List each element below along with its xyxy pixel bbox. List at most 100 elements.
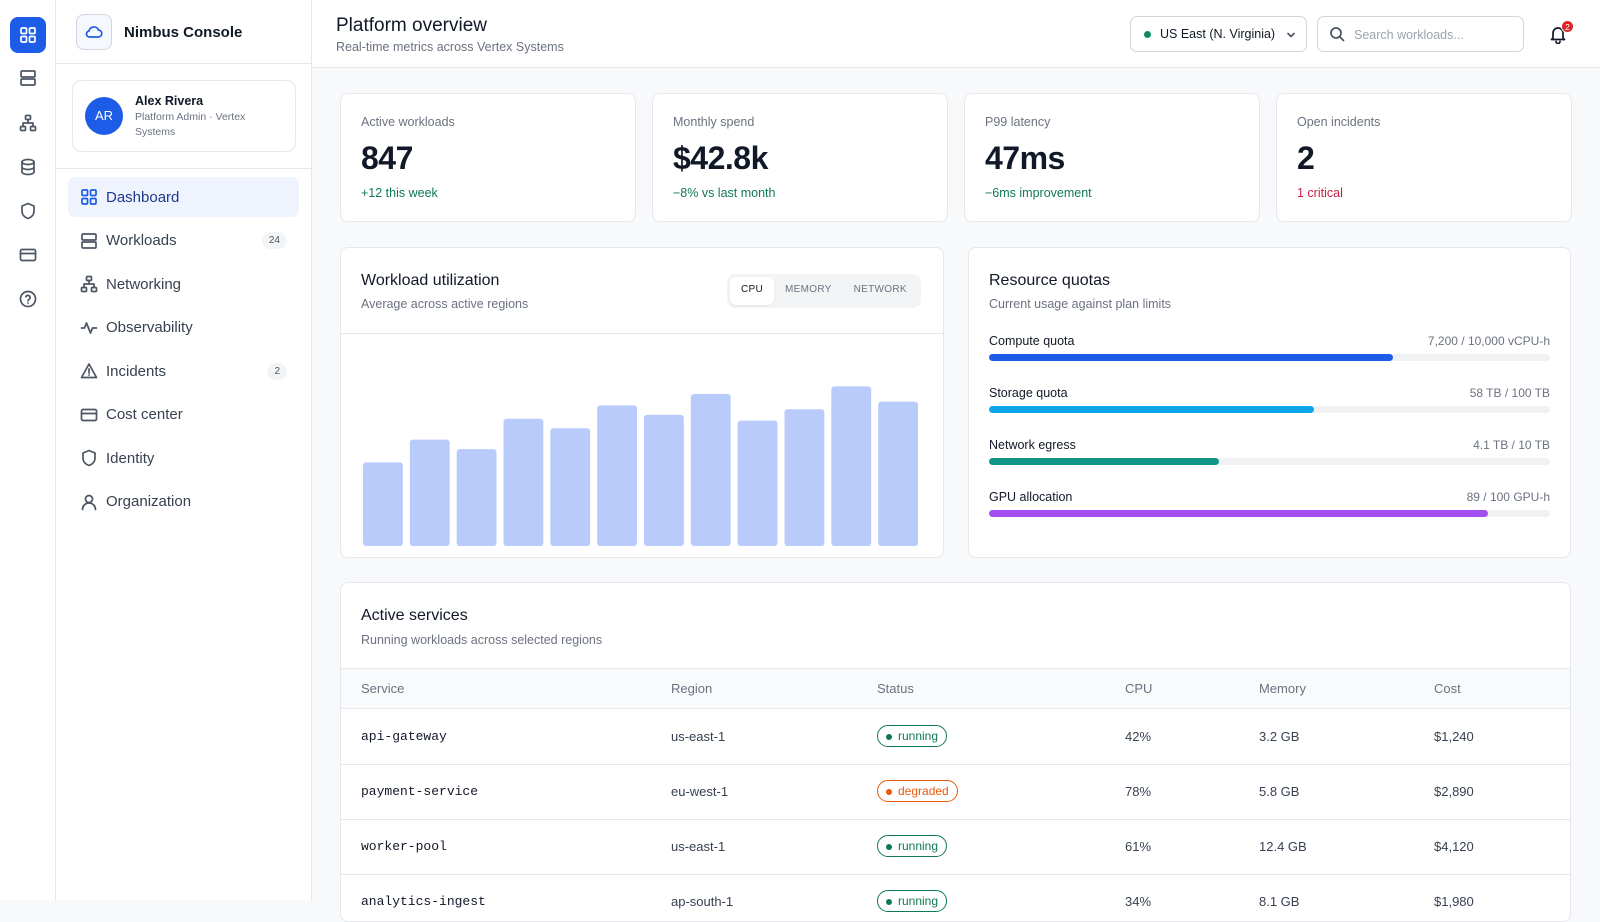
user-name: Alex Rivera [135,94,204,108]
quota-usage: 58 TB / 100 TB [1469,386,1550,400]
user-card[interactable]: AR Alex Rivera Platform Admin · Vertex S… [72,80,296,152]
nav-label: Cost center [106,406,183,423]
top-bar: Platform overview Real-time metrics acro… [312,0,1600,68]
app-name: Nimbus Console [124,24,243,41]
stat-card: Monthly spend $42.8k −8% vs last month [652,93,948,222]
quota-bar [989,510,1489,517]
quota-name: Compute quota [989,334,1075,348]
utilization-bar [597,405,637,546]
nav-item[interactable]: Organization [68,482,299,522]
utilization-bar [503,418,544,546]
stat-card: Open incidents 2 1 critical [1276,93,1572,222]
cell: ap-south-1 [671,894,734,909]
card-subtitle: Average across active regions [361,297,529,311]
service-name: analytics-ingest [361,894,486,909]
utilization-bar [456,449,497,546]
cell: 61% [1125,839,1152,854]
column-header: Service [361,681,405,696]
card-subtitle: Running workloads across selected region… [361,633,603,647]
nav-label: Observability [106,319,193,336]
quota-usage: 7,200 / 10,000 vCPU-h [1427,334,1550,348]
metric-tab[interactable]: MEMORY [785,284,832,295]
rail-workloads[interactable] [19,69,37,87]
rail-security[interactable] [19,202,37,220]
nav-label: Dashboard [106,188,180,206]
card-title: Workload utilization [361,272,500,289]
quota-name: Storage quota [989,386,1068,400]
column-header: Status [877,681,914,696]
nav-label: Networking [106,275,182,293]
notifications[interactable] [1548,24,1568,44]
nav-icon [80,363,98,379]
stat-card: Active workloads 847 +12 this week [340,93,636,222]
service-name: worker-pool [361,839,447,854]
card-title: Resource quotas [989,272,1110,289]
quota-bar [989,406,1315,413]
nav-badge: 24 [261,232,287,249]
page-subtitle: Real-time metrics across Vertex Systems [336,40,564,54]
nav-badge: 2 [267,362,287,380]
nav-item[interactable]: Dashboard [68,177,299,217]
metric-tab[interactable]: CPU [730,277,775,305]
quota-usage: 4.1 TB / 10 TB [1473,438,1550,452]
cell: 42% [1125,729,1152,744]
nav-item[interactable]: Cost center [68,395,299,435]
nav-item[interactable]: Workloads 24 [68,221,299,261]
status-pill: running [877,890,948,912]
rail-data[interactable] [19,158,37,176]
rail-billing[interactable] [19,246,37,264]
region-dot [1144,31,1151,38]
quota-name: Network egress [989,438,1076,452]
cell: 5.8 GB [1259,784,1300,799]
nav-icon [81,189,97,205]
utilization-bar [831,386,872,546]
stat-delta: +12 this week [361,186,438,200]
nav-label: Workloads [106,232,177,249]
card-subtitle: Current usage against plan limits [989,297,1172,311]
utilization-bar [737,420,778,546]
nav-item[interactable]: Observability [68,308,299,348]
nav-item[interactable]: Networking [68,264,299,304]
rail-dashboard[interactable] [10,17,46,53]
stat-label: P99 latency [985,115,1051,129]
metric-tab[interactable]: NETWORK [853,284,907,295]
nav-icon [80,321,98,334]
status-pill: degraded [877,780,958,802]
stat-delta: 1 critical [1297,186,1343,200]
divider [341,333,943,334]
nav-label: Identity [106,449,155,467]
utilization-bar [878,401,918,546]
sidebar: Nimbus Console AR Alex Rivera Platform A… [56,0,312,900]
quota-usage: 89 / 100 GPU-h [1466,490,1550,504]
page-title: Platform overview [336,15,487,36]
row-divider [341,874,1570,875]
divider [56,168,311,169]
nav-icon [81,232,97,249]
region-select[interactable]: US East (N. Virginia) [1130,16,1307,52]
stat-label: Active workloads [361,115,455,129]
cell: us-east-1 [671,839,726,854]
cell: eu-west-1 [671,784,729,799]
utilization-bar [784,409,825,546]
cell: 3.2 GB [1259,729,1300,744]
column-header: CPU [1125,681,1153,696]
column-header: Cost [1434,681,1461,696]
stat-label: Open incidents [1297,115,1381,129]
nav-item[interactable]: Incidents 2 [68,351,299,391]
nav-item[interactable]: Identity [68,438,299,478]
search-box[interactable]: Search workloads... [1317,16,1524,52]
quota-name: GPU allocation [989,490,1073,504]
icon-rail [0,0,56,900]
logo [76,14,112,50]
service-name: payment-service [361,784,479,799]
utilization-card: Workload utilization Average across acti… [340,247,944,558]
nav-icon [82,449,96,467]
rail-networking[interactable] [19,114,37,132]
rail-help[interactable] [19,290,37,308]
card-title: Active services [361,607,468,624]
column-header: Region [671,681,713,696]
column-header: Memory [1259,681,1306,696]
utilization-bar [409,439,450,546]
nav-icon [81,494,97,510]
utilization-chart [363,386,918,546]
